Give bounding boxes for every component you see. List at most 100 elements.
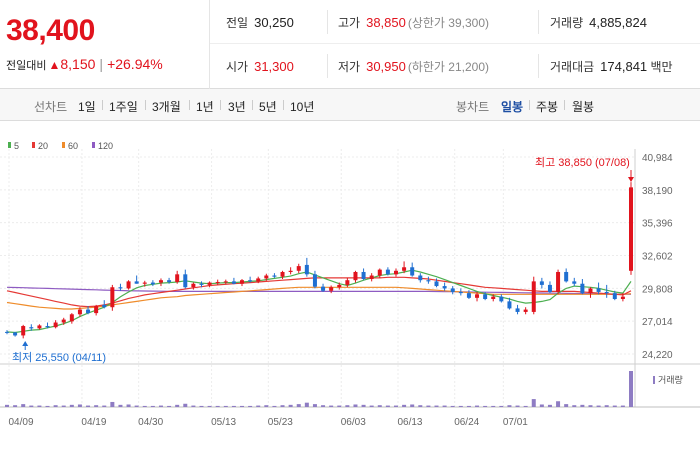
candle-body bbox=[491, 296, 496, 300]
y-tick-label: 35,396 bbox=[642, 219, 673, 230]
volume-bar bbox=[215, 405, 220, 407]
period-10y-tab[interactable]: 10년 bbox=[290, 100, 315, 114]
candle-body bbox=[183, 274, 188, 288]
low-annotation: 최저 25,550 (04/11) bbox=[12, 351, 106, 364]
candle-body bbox=[199, 283, 204, 285]
candle-body bbox=[369, 275, 374, 280]
volume-bar bbox=[86, 405, 91, 407]
change-separator: | bbox=[99, 56, 104, 72]
divider bbox=[538, 10, 539, 34]
lower-limit: (하한가 21,200) bbox=[407, 60, 490, 74]
candle-body bbox=[142, 282, 147, 284]
period-1d-tab[interactable]: 1일 bbox=[78, 100, 96, 114]
quote-header: 38,400 전일대비 ▲8,150 | +26.94% 전일 30,250 고가 38,… bbox=[0, 0, 700, 89]
x-tick-label: 04/09 bbox=[8, 417, 33, 428]
candle-body bbox=[248, 280, 253, 282]
candle-body bbox=[377, 269, 382, 276]
open-label: 시가 bbox=[226, 60, 249, 74]
x-tick-label: 07/01 bbox=[503, 417, 528, 428]
candle-body bbox=[531, 281, 536, 312]
volume-bar bbox=[564, 404, 569, 407]
volume-bar bbox=[483, 405, 488, 407]
volume-bar bbox=[312, 404, 317, 407]
volume-bar bbox=[434, 405, 439, 407]
legend-label: 60 bbox=[68, 141, 78, 151]
candle-body bbox=[475, 294, 480, 298]
volume-bar bbox=[150, 405, 155, 407]
period-1y-tab[interactable]: 1년 bbox=[196, 100, 214, 114]
candle-body bbox=[296, 266, 301, 271]
candle-body bbox=[215, 281, 220, 283]
y-tick-label: 29,808 bbox=[642, 284, 673, 295]
candle-body bbox=[337, 284, 342, 288]
amount-cell: 거래대금 174,841 백만 bbox=[550, 58, 673, 75]
volume-bar bbox=[191, 405, 196, 407]
separator bbox=[564, 100, 565, 110]
candle-body bbox=[13, 332, 18, 336]
candle-body bbox=[134, 281, 139, 284]
volume-bar bbox=[475, 405, 480, 407]
low-cell: 저가 30,950 (하한가 21,200) bbox=[338, 58, 489, 75]
volume-bar bbox=[491, 405, 496, 407]
volume-bar bbox=[410, 404, 415, 407]
prev-close-cell: 전일 30,250 bbox=[226, 14, 294, 31]
low-label: 저가 bbox=[338, 60, 361, 74]
volume-bar bbox=[523, 405, 528, 407]
x-tick-label: 05/23 bbox=[268, 417, 293, 428]
amount-value: 174,841 bbox=[600, 59, 648, 74]
price-chart-svg[interactable]: 40,984 38,190 35,396 32,602 29,808 27,014 24,2… bbox=[0, 121, 700, 450]
candle-body bbox=[150, 282, 155, 285]
volume-bar bbox=[207, 405, 212, 407]
period-5y-tab[interactable]: 5년 bbox=[259, 100, 277, 114]
high-label: 고가 bbox=[338, 16, 361, 30]
amount-unit: 백만 bbox=[650, 60, 673, 74]
divider bbox=[327, 10, 328, 34]
legend-label: 5 bbox=[14, 141, 19, 151]
candle-body bbox=[564, 271, 569, 282]
candle-body bbox=[572, 281, 577, 284]
volume-bar bbox=[402, 404, 407, 407]
candle-body bbox=[329, 287, 334, 291]
quote-info-row-2: 시가 31,300 저가 30,950 (하한가 21,200) 거래대금 174,84… bbox=[210, 44, 700, 88]
candle-body bbox=[37, 325, 42, 329]
candle-body bbox=[29, 327, 34, 329]
candle-body bbox=[45, 326, 50, 328]
candle-body bbox=[167, 280, 172, 282]
legend-label: 120 bbox=[98, 141, 113, 151]
volume-bar bbox=[442, 405, 447, 407]
candle-body bbox=[612, 293, 617, 300]
candle-body bbox=[523, 309, 528, 312]
volume-bar bbox=[272, 405, 277, 407]
candle-body bbox=[304, 264, 309, 275]
volume-bar bbox=[369, 405, 374, 407]
volume-bar bbox=[377, 405, 382, 407]
candle-body bbox=[515, 308, 520, 312]
candle-body bbox=[110, 287, 115, 308]
volume-bar bbox=[126, 404, 131, 407]
period-3y-tab[interactable]: 3년 bbox=[228, 100, 246, 114]
volume-bar bbox=[329, 405, 334, 407]
period-3m-tab[interactable]: 3개월 bbox=[152, 100, 181, 114]
volume-bar bbox=[183, 403, 188, 407]
volume-bar bbox=[353, 404, 358, 407]
x-tick-label: 06/13 bbox=[397, 417, 422, 428]
candle-body bbox=[21, 326, 26, 336]
candle-body bbox=[77, 309, 82, 315]
candle-weekly-tab[interactable]: 주봉 bbox=[536, 100, 559, 114]
separator bbox=[529, 100, 530, 110]
candle-body bbox=[483, 294, 488, 300]
volume-bar bbox=[199, 405, 204, 407]
candle-body bbox=[361, 271, 366, 280]
candle-daily-tab[interactable]: 일봉 bbox=[501, 100, 524, 114]
volume-bar bbox=[102, 405, 107, 407]
separator bbox=[145, 100, 146, 110]
candle-monthly-tab[interactable]: 월봉 bbox=[572, 100, 595, 114]
volume-bar bbox=[304, 402, 309, 407]
period-1w-tab[interactable]: 1주일 bbox=[109, 100, 138, 114]
price-chart[interactable]: 40,984 38,190 35,396 32,602 29,808 27,014 24,2… bbox=[0, 121, 700, 450]
volume-bar bbox=[77, 404, 82, 407]
y-tick-label: 32,602 bbox=[642, 252, 673, 263]
volume-bar bbox=[13, 405, 18, 407]
volume-bar bbox=[53, 405, 58, 407]
change-row: 전일대비 ▲8,150 | +26.94% bbox=[6, 56, 163, 73]
